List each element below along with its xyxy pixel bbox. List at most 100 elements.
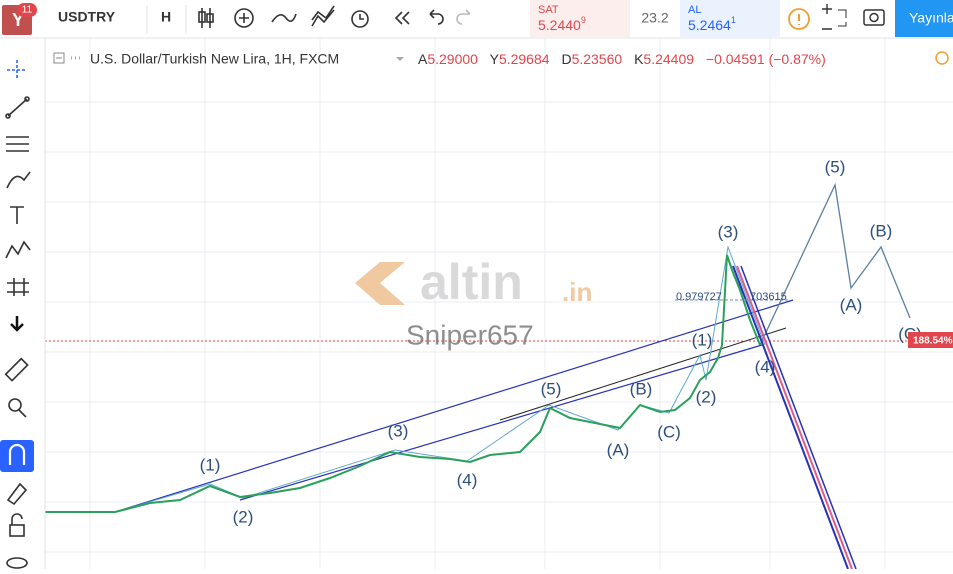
decoration xyxy=(11,513,23,525)
watermark: altin .in Sniper657 xyxy=(355,254,592,350)
price-series xyxy=(45,254,761,513)
decoration xyxy=(6,136,29,152)
active-tool[interactable] xyxy=(0,440,34,472)
sell-price-main: 5.2440 xyxy=(538,17,581,33)
decoration xyxy=(198,11,206,23)
top-bar xyxy=(0,0,953,38)
fullscreen-icon[interactable] xyxy=(838,9,847,27)
ohlc-label: D xyxy=(561,51,571,67)
buy-box[interactable] xyxy=(680,0,780,37)
publish-button[interactable] xyxy=(895,0,953,37)
ohlc-label: Y xyxy=(490,51,500,67)
down-line xyxy=(736,265,853,570)
decoration xyxy=(6,482,28,506)
wave-path xyxy=(114,245,766,513)
wave-label: (3) xyxy=(388,421,409,440)
dropdown[interactable] xyxy=(396,57,404,61)
wave-label: (5) xyxy=(541,379,562,398)
projection-path xyxy=(759,182,911,346)
wave-label: (4) xyxy=(755,357,776,376)
decoration xyxy=(6,557,28,569)
spread: 23.2 xyxy=(641,10,668,26)
publish-text: Yayınla xyxy=(909,10,953,26)
price-tag-text: 188.54% xyxy=(913,336,953,347)
sell-price: 5.24409 xyxy=(538,15,586,32)
buy-label: AL xyxy=(688,4,701,16)
wave-label: (2) xyxy=(696,387,717,406)
watermark-tld: .in xyxy=(562,277,592,307)
ohlc-value: 5.23560 xyxy=(572,51,623,67)
wave-label: (B) xyxy=(870,221,893,240)
decoration xyxy=(7,278,29,296)
collapse-icon[interactable] xyxy=(53,52,65,64)
trend-line xyxy=(499,327,787,421)
decoration xyxy=(4,357,29,382)
decoration xyxy=(8,398,22,412)
ohlc: A5.29000 Y5.29684 D5.23560 K5.24409 −0.0… xyxy=(418,51,826,67)
decoration xyxy=(271,13,297,23)
decoration xyxy=(10,316,24,332)
wave-label: (1) xyxy=(692,330,713,349)
decoration xyxy=(239,13,249,23)
decoration xyxy=(6,171,31,189)
decoration xyxy=(394,11,410,25)
ohlc-change: −0.04591 (−0.87%) xyxy=(706,51,826,67)
wave-label: (A) xyxy=(607,440,630,459)
alert-icon[interactable] xyxy=(935,51,949,65)
fib-label: 703615 xyxy=(750,291,787,303)
decoration xyxy=(18,409,27,418)
wave-label: (2) xyxy=(233,507,254,526)
decoration xyxy=(351,10,369,28)
buy-price-main: 5.2464 xyxy=(688,17,731,33)
sell-label: SAT xyxy=(538,4,559,16)
wave-label: (5) xyxy=(825,157,846,176)
decoration xyxy=(206,13,214,23)
decoration xyxy=(10,206,24,224)
watermark-brand: altin xyxy=(420,254,523,310)
trend-line xyxy=(239,344,763,501)
decoration xyxy=(5,113,11,119)
decoration xyxy=(7,60,27,80)
ohlc-label: K xyxy=(634,51,644,67)
left-toolbar xyxy=(0,38,45,569)
decoration xyxy=(869,12,879,23)
camera-icon[interactable] xyxy=(863,9,885,26)
trend-line xyxy=(114,299,794,513)
interval[interactable]: H xyxy=(161,9,171,25)
fib-label: 0.979727 xyxy=(676,291,722,303)
sell-box[interactable] xyxy=(530,0,630,37)
info-icon[interactable] xyxy=(788,8,810,30)
ohlc-value: 5.24409 xyxy=(643,51,694,67)
ohlc-value: 5.29000 xyxy=(427,51,478,67)
decoration xyxy=(311,5,335,27)
wave-label: (3) xyxy=(718,222,739,241)
wave-label: (4) xyxy=(457,470,478,489)
price-tag xyxy=(908,332,953,348)
watermark-author: Sniper657 xyxy=(406,319,534,350)
badge-count: 11 xyxy=(22,5,33,16)
decoration xyxy=(24,96,30,102)
symbol[interactable]: USDTRY xyxy=(58,9,116,25)
tool-icons xyxy=(0,60,34,569)
decoration xyxy=(355,262,405,305)
decoration xyxy=(359,14,364,20)
decoration xyxy=(5,240,31,259)
zoom-buttons[interactable] xyxy=(822,4,832,30)
decoration xyxy=(429,9,444,25)
ohlc-label: A xyxy=(418,51,428,67)
chart-title: U.S. Dollar/Turkish New Lira, 1H, FXCM xyxy=(90,51,339,67)
down-line xyxy=(732,265,849,570)
toolbar-icons[interactable] xyxy=(198,5,471,28)
decoration xyxy=(9,524,25,537)
sell-price-sup: 9 xyxy=(581,15,586,25)
decoration xyxy=(8,443,26,465)
buy-price-sup: 1 xyxy=(731,15,736,25)
wave-label: (A) xyxy=(840,295,863,314)
wave-label: (1) xyxy=(200,455,221,474)
wave-label: (C) xyxy=(657,422,681,441)
badge xyxy=(17,3,37,17)
decoration xyxy=(7,98,28,117)
down-line xyxy=(740,265,857,570)
